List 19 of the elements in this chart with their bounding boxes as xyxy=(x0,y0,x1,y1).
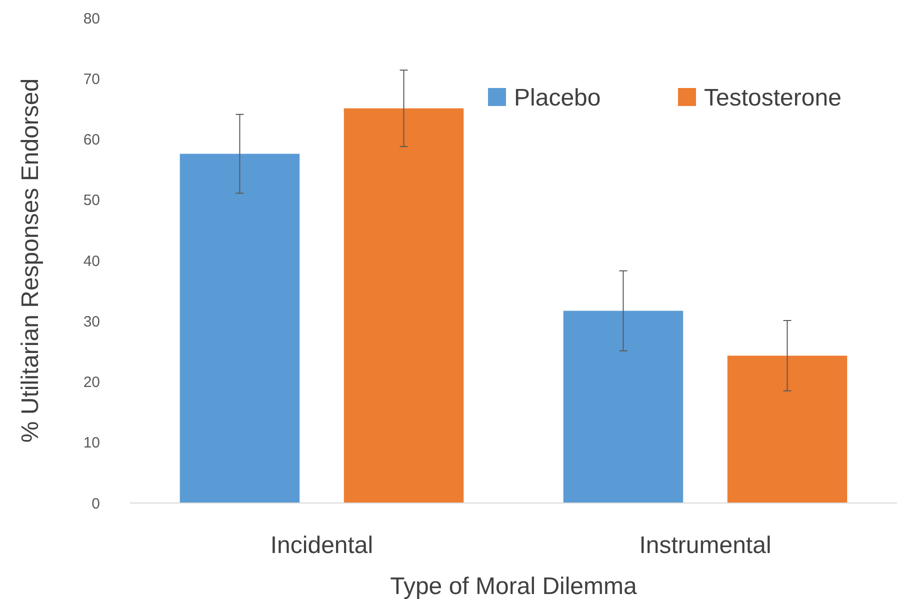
y-tick-label: 70 xyxy=(83,70,100,88)
y-tick-label: 80 xyxy=(83,10,100,28)
legend-label: Testosterone xyxy=(704,84,842,112)
bar xyxy=(563,310,684,503)
y-tick-label: 40 xyxy=(83,252,100,270)
y-tick-label: 50 xyxy=(83,192,100,210)
y-tick-label: 20 xyxy=(83,374,100,391)
bar xyxy=(727,356,848,503)
bar xyxy=(180,154,300,503)
x-axis-title: Type of Moral Dilemma xyxy=(390,573,638,599)
legend-label: Placebo xyxy=(514,84,601,112)
x-tick-label: Instrumental xyxy=(639,532,772,559)
x-tick-label: Incidental xyxy=(270,532,374,559)
y-tick-label: 30 xyxy=(83,313,100,330)
y-tick-label: 10 xyxy=(83,434,100,452)
y-tick-label: 0 xyxy=(92,495,100,512)
y-tick-label: 60 xyxy=(83,132,100,148)
bar xyxy=(344,108,464,503)
y-axis-title: % Utilitarian Responses Endorsed xyxy=(17,78,44,443)
